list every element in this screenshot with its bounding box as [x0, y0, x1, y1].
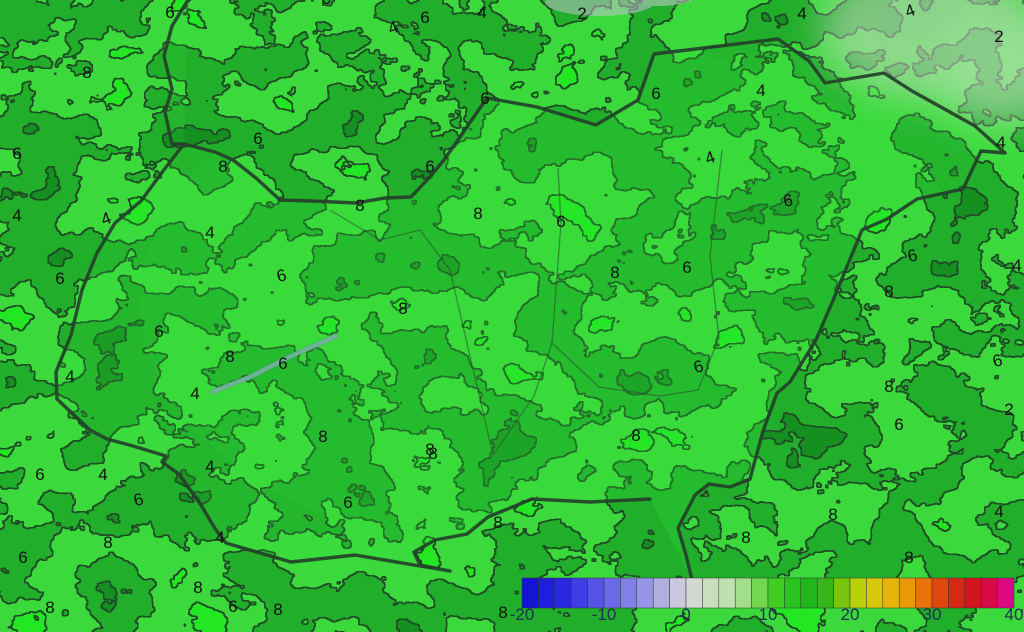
svg-text:4: 4 — [98, 465, 107, 484]
svg-text:8: 8 — [193, 578, 202, 597]
svg-text:4: 4 — [1012, 256, 1021, 275]
svg-text:6: 6 — [894, 415, 903, 434]
svg-text:8: 8 — [398, 299, 407, 318]
svg-text:6: 6 — [278, 354, 287, 373]
svg-text:6: 6 — [35, 465, 44, 484]
svg-text:8: 8 — [610, 263, 619, 282]
svg-text:6: 6 — [651, 84, 660, 103]
svg-text:-10: -10 — [592, 605, 617, 624]
svg-text:8: 8 — [225, 347, 234, 366]
svg-text:4: 4 — [65, 367, 74, 386]
svg-text:8: 8 — [884, 377, 893, 396]
svg-text:8: 8 — [355, 196, 364, 215]
svg-text:8: 8 — [473, 204, 482, 223]
svg-text:8: 8 — [318, 427, 327, 446]
svg-text:8: 8 — [828, 505, 837, 524]
svg-text:6: 6 — [165, 3, 174, 22]
svg-text:4: 4 — [12, 206, 21, 225]
svg-text:4: 4 — [756, 81, 765, 100]
svg-text:8: 8 — [498, 603, 507, 622]
svg-text:4: 4 — [996, 133, 1005, 152]
svg-text:6: 6 — [320, 0, 332, 9]
svg-text:2: 2 — [577, 4, 586, 23]
svg-text:6: 6 — [228, 597, 237, 616]
svg-text:8: 8 — [631, 426, 640, 445]
svg-text:4: 4 — [797, 4, 806, 23]
svg-text:8: 8 — [273, 600, 282, 619]
svg-text:6: 6 — [343, 493, 352, 512]
svg-text:10: 10 — [759, 605, 778, 624]
svg-text:4: 4 — [994, 502, 1003, 521]
svg-text:-20: -20 — [510, 605, 535, 624]
svg-text:0: 0 — [681, 605, 690, 624]
svg-text:4: 4 — [477, 3, 486, 22]
svg-text:6: 6 — [55, 269, 64, 288]
svg-text:6: 6 — [556, 212, 565, 231]
svg-text:6: 6 — [18, 548, 27, 567]
svg-text:8: 8 — [82, 63, 91, 82]
svg-text:20: 20 — [841, 605, 860, 624]
svg-text:8: 8 — [103, 533, 112, 552]
svg-text:6: 6 — [253, 129, 262, 148]
svg-text:40: 40 — [1005, 605, 1024, 624]
svg-text:2: 2 — [1004, 400, 1013, 419]
svg-text:2: 2 — [994, 27, 1003, 46]
svg-text:8: 8 — [884, 282, 893, 301]
svg-text:8: 8 — [741, 528, 750, 547]
svg-text:30: 30 — [923, 605, 942, 624]
svg-text:6: 6 — [12, 144, 21, 163]
svg-text:6: 6 — [682, 258, 691, 277]
svg-text:8: 8 — [45, 598, 54, 617]
svg-text:4: 4 — [190, 384, 199, 403]
svg-text:6: 6 — [425, 157, 434, 176]
svg-text:6: 6 — [420, 8, 429, 27]
svg-text:8: 8 — [425, 440, 434, 459]
svg-text:4: 4 — [205, 457, 214, 476]
svg-text:4: 4 — [205, 223, 214, 242]
svg-text:8: 8 — [218, 157, 227, 176]
svg-text:8: 8 — [493, 513, 502, 532]
svg-text:6: 6 — [154, 322, 163, 341]
svg-text:6: 6 — [480, 89, 489, 108]
svg-text:8: 8 — [904, 548, 913, 567]
svg-text:4: 4 — [215, 528, 224, 547]
